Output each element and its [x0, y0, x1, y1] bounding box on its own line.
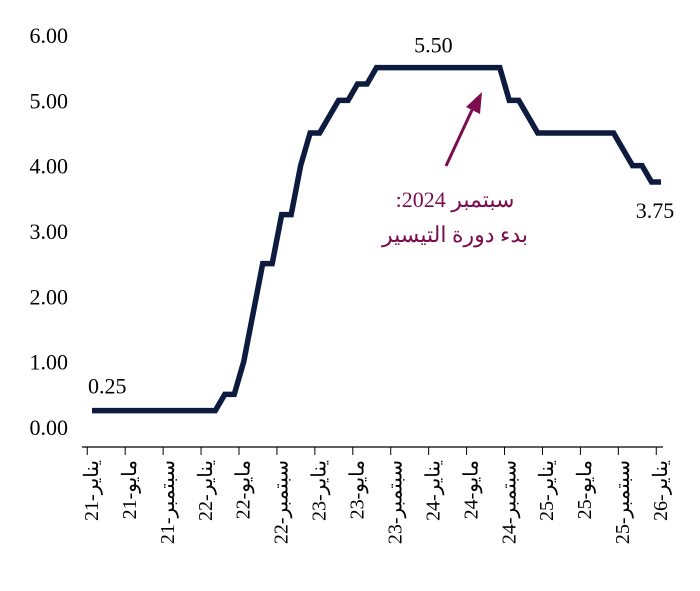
data-label: 3.75: [636, 198, 675, 223]
y-tick-label: 1.00: [30, 350, 69, 375]
x-tick-label: يناير-23: [309, 460, 331, 521]
y-tick-label: 5.00: [30, 88, 69, 113]
x-tick-label: سبتمبر-25: [612, 460, 634, 544]
annotation-arrow: [444, 109, 474, 167]
y-tick-label: 6.00: [30, 23, 69, 48]
x-tick-label: يناير-22: [195, 460, 217, 521]
series-layer: [92, 64, 661, 414]
x-tick-label: يناير-24: [422, 460, 444, 521]
annotation-text: سبتمبر 2024:: [396, 187, 515, 213]
x-tick-label: سبتمبر-24: [498, 460, 520, 544]
x-tick-label: مايو-24: [460, 460, 482, 519]
x-tick-label: سبتمبر-21: [157, 460, 179, 544]
data-label: 0.25: [88, 374, 127, 399]
x-tick-label: يناير-25: [536, 460, 558, 521]
series-line: [92, 64, 661, 414]
x-tick-label: سبتمبر-23: [384, 460, 406, 544]
annotation-arrowhead: [466, 92, 482, 114]
x-tick-label: مايو-22: [233, 460, 255, 519]
annotation-text: بدء دورة التيسير: [381, 222, 528, 248]
y-tick-label: 2.00: [30, 284, 69, 309]
x-tick-label: مايو-25: [574, 460, 596, 519]
annotation-group: سبتمبر 2024: بدء دورة التيسير: [381, 92, 528, 248]
x-tick-label: مايو-23: [347, 460, 369, 519]
y-tick-label: 4.00: [30, 154, 69, 179]
data-labels: 0.25 5.50 3.75: [88, 33, 674, 399]
y-axis: 0.00 1.00 2.00 3.00 4.00 5.00 6.00: [30, 23, 69, 440]
x-tick-label: يناير-21: [81, 460, 103, 521]
x-tick-label: سبتمبر-22: [271, 460, 293, 544]
y-tick-label: 0.00: [30, 415, 69, 440]
data-label: 5.50: [414, 33, 453, 58]
x-axis: يناير-21 مايو-21 سبتمبر-21 يناير-22 مايو-22 س…: [81, 446, 672, 544]
x-tick-label: مايو-21: [119, 460, 141, 519]
y-tick-label: 3.00: [30, 219, 69, 244]
x-tick-label: يناير-26: [650, 460, 672, 521]
